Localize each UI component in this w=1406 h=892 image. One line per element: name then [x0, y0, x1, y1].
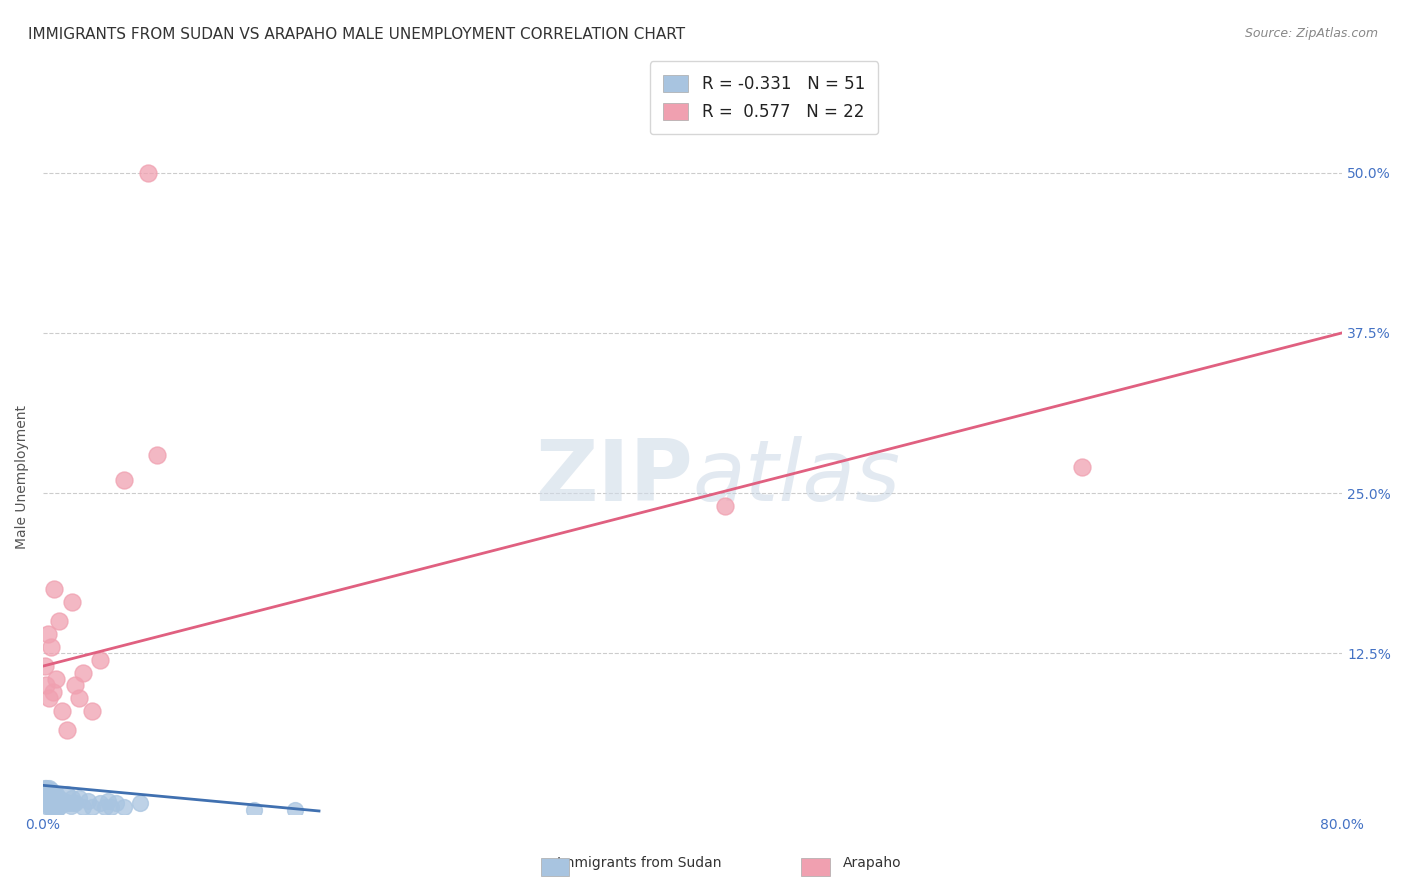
Point	[65, 797, 87, 811]
Point	[44, 800, 66, 814]
Point	[51, 797, 73, 811]
Point	[34, 787, 56, 801]
Point	[48, 791, 70, 805]
Point	[112, 800, 135, 814]
Point	[39, 783, 62, 797]
Point	[41, 685, 63, 699]
Point	[62, 797, 84, 811]
Point	[243, 803, 266, 817]
Point	[34, 659, 56, 673]
Point	[35, 791, 58, 805]
Point	[37, 627, 59, 641]
Point	[58, 797, 80, 811]
Point	[46, 800, 69, 814]
Text: ZIP: ZIP	[534, 435, 693, 518]
Point	[714, 499, 737, 513]
Point	[56, 787, 79, 801]
Point	[284, 803, 307, 817]
Text: Immigrants from Sudan: Immigrants from Sudan	[558, 855, 721, 870]
Point	[89, 797, 111, 811]
Point	[41, 787, 63, 801]
Text: Source: ZipAtlas.com: Source: ZipAtlas.com	[1244, 27, 1378, 40]
Point	[1071, 460, 1094, 475]
Point	[48, 800, 70, 814]
Point	[138, 166, 160, 180]
Point	[35, 797, 58, 811]
Point	[145, 448, 167, 462]
Point	[59, 798, 82, 813]
Point	[45, 787, 67, 801]
Legend: R = -0.331   N = 51, R =  0.577   N = 22: R = -0.331 N = 51, R = 0.577 N = 22	[650, 62, 879, 135]
Point	[35, 678, 58, 692]
Point	[60, 791, 83, 805]
Point	[77, 794, 100, 808]
Point	[46, 791, 69, 805]
Point	[44, 787, 66, 801]
Point	[80, 800, 103, 814]
Point	[60, 595, 83, 609]
Text: atlas: atlas	[693, 435, 901, 518]
Text: Arapaho: Arapaho	[842, 855, 901, 870]
Point	[37, 794, 59, 808]
Point	[44, 794, 66, 808]
Point	[80, 704, 103, 718]
Point	[72, 800, 94, 814]
Point	[41, 797, 63, 811]
Text: IMMIGRANTS FROM SUDAN VS ARAPAHO MALE UNEMPLOYMENT CORRELATION CHART: IMMIGRANTS FROM SUDAN VS ARAPAHO MALE UN…	[28, 27, 685, 42]
Point	[41, 803, 63, 817]
Point	[100, 800, 122, 814]
Point	[39, 800, 62, 814]
Point	[53, 794, 76, 808]
Point	[49, 794, 72, 808]
Point	[37, 800, 59, 814]
Point	[55, 797, 77, 811]
Point	[38, 691, 60, 706]
Point	[38, 791, 60, 805]
Point	[72, 665, 94, 680]
Point	[51, 704, 73, 718]
Point	[38, 780, 60, 795]
Point	[34, 794, 56, 808]
Point	[37, 783, 59, 797]
Point	[44, 582, 66, 597]
Y-axis label: Male Unemployment: Male Unemployment	[15, 405, 30, 549]
Point	[45, 672, 67, 686]
Point	[67, 691, 90, 706]
Point	[67, 791, 90, 805]
Point	[65, 678, 87, 692]
Point	[104, 797, 127, 811]
Point	[112, 473, 135, 487]
Point	[93, 800, 115, 814]
Point	[89, 653, 111, 667]
Point	[97, 794, 120, 808]
Point	[56, 723, 79, 738]
Point	[34, 780, 56, 795]
Point	[45, 803, 67, 817]
Point	[48, 614, 70, 628]
Point	[39, 640, 62, 654]
Point	[45, 797, 67, 811]
Point	[129, 797, 152, 811]
Point	[38, 798, 60, 813]
Point	[39, 794, 62, 808]
Point	[35, 780, 58, 795]
